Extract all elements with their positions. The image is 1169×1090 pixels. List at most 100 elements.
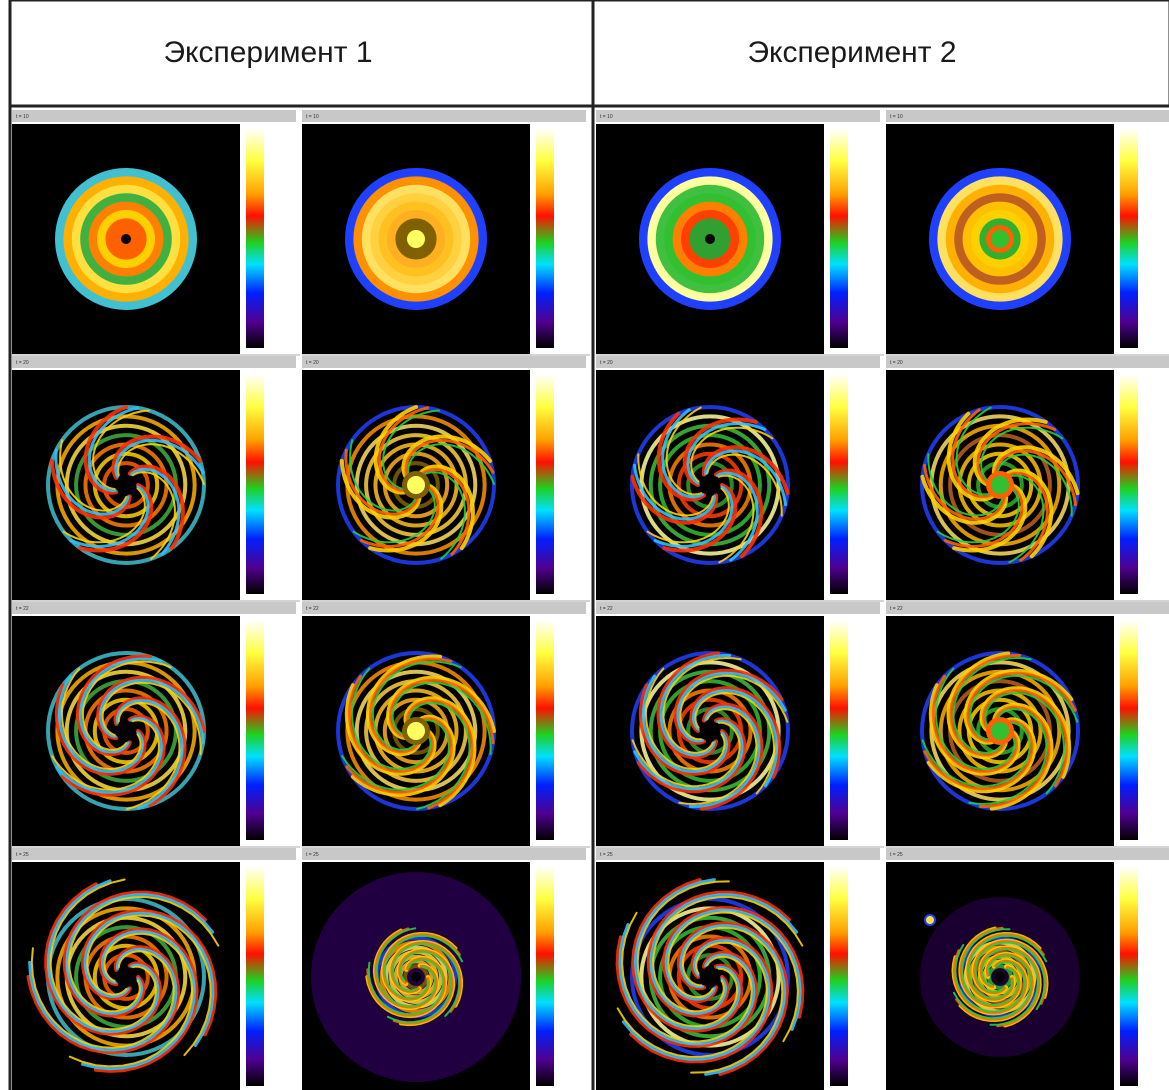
spiral-arm <box>76 654 153 757</box>
center <box>705 234 715 244</box>
colorbar <box>536 866 554 1086</box>
title-strip <box>596 110 880 122</box>
center <box>705 726 715 736</box>
time-label: t = 25 <box>600 852 613 858</box>
center <box>705 972 715 982</box>
spiral-arm <box>368 483 444 553</box>
spiral-arm <box>49 458 132 520</box>
spiral-arm <box>662 483 738 553</box>
inner-hole <box>991 476 1009 494</box>
spiral-arm <box>345 717 453 794</box>
spiral-arm <box>652 896 804 1013</box>
spiral-arm <box>49 878 157 1031</box>
spiral-arm <box>936 487 1020 544</box>
spiral-arm <box>927 453 1004 517</box>
spiral-arm <box>78 483 154 553</box>
spiral-arm <box>391 942 461 1017</box>
spiral-arm <box>30 947 175 1049</box>
panel: t = 20 <box>302 356 590 602</box>
spiral-arm <box>96 675 206 741</box>
spiral-arm <box>117 701 181 810</box>
spiral-arm <box>371 660 462 751</box>
spiral-arm <box>649 893 799 1015</box>
spiral-arm <box>115 699 184 810</box>
spiral-arm <box>699 702 764 811</box>
spiral-arm <box>661 906 805 1019</box>
spiral-arm <box>403 696 477 808</box>
spiral-arm <box>968 708 1048 806</box>
time-label: t = 20 <box>16 360 29 366</box>
spiral-arm <box>926 717 1037 794</box>
column-title: Эксперимент 2 <box>747 36 956 69</box>
panel: t = 10 <box>886 110 1169 356</box>
inner-hole <box>407 230 425 248</box>
spiral-arm <box>55 717 163 794</box>
spiral-arm <box>92 409 151 490</box>
spiral-arm <box>949 654 1022 757</box>
spiral-arm <box>636 717 747 794</box>
spiral-arm <box>966 671 1077 743</box>
title-strip <box>596 356 880 368</box>
panel-grid: t = 10 t = 10 t = 10 t = 10 t = 20 t = 20 t = … <box>12 110 1169 1090</box>
panel: t = 22 <box>596 602 884 848</box>
spiral-arm <box>972 417 1048 487</box>
spiral-arm <box>366 654 443 757</box>
spiral-arm <box>46 879 160 1034</box>
spiral-arm <box>662 656 742 754</box>
spiral-arm <box>83 405 128 495</box>
title-strip <box>596 848 880 860</box>
spiral-arm <box>633 463 716 521</box>
spiral-arm <box>83 911 215 1047</box>
spiral-arm <box>923 463 1006 521</box>
colorbar <box>1120 128 1138 348</box>
panel: t = 20 <box>886 356 1169 602</box>
spiral-arm <box>417 464 475 551</box>
spiral-arm <box>407 443 495 485</box>
spiral-arm <box>631 721 741 788</box>
spiral-arm <box>946 651 1011 760</box>
center <box>995 972 1005 982</box>
spiral-arm <box>44 882 163 1036</box>
title-strip <box>886 356 1169 368</box>
spiral-arm <box>373 405 418 495</box>
disc-ring <box>920 405 1080 565</box>
title-strip <box>886 602 1169 614</box>
spiral-arm <box>952 954 1033 1020</box>
spiral-arm <box>682 926 784 1074</box>
spiral-arm <box>368 657 453 754</box>
spiral-arm <box>996 453 1073 517</box>
spiral-arm <box>62 487 146 544</box>
center <box>121 234 131 244</box>
spiral-arm <box>934 667 1016 771</box>
inner-hole <box>991 722 1009 740</box>
colorbar <box>1120 866 1138 1086</box>
spiral-arm <box>1007 474 1045 564</box>
panel: t = 10 <box>302 110 590 356</box>
spiral-arm <box>421 471 466 560</box>
spiral-arm <box>350 714 456 797</box>
clump <box>924 914 936 926</box>
title-strip <box>12 848 296 860</box>
spiral-arm <box>405 699 474 810</box>
time-label: t = 25 <box>890 852 903 858</box>
spiral-arm <box>383 934 464 1000</box>
column-title: Эксперимент 1 <box>163 36 372 69</box>
spiral-arm <box>653 485 734 548</box>
time-label: t = 22 <box>16 606 29 612</box>
spiral-arm <box>701 445 790 496</box>
spiral-arm <box>641 674 728 773</box>
spiral-arm <box>686 422 767 485</box>
spiral-arm <box>127 464 185 551</box>
spiral-arm <box>344 683 437 776</box>
title-strip <box>302 356 586 368</box>
spiral-arm <box>59 439 128 512</box>
spiral-arm <box>69 485 150 548</box>
spiral-arm <box>341 719 451 791</box>
spiral-arm <box>54 448 130 516</box>
spiral-arm <box>646 890 791 1018</box>
spiral-arm <box>637 453 714 517</box>
time-label: t = 10 <box>16 114 29 120</box>
spiral-arm <box>111 434 203 480</box>
colorbar <box>830 620 848 840</box>
